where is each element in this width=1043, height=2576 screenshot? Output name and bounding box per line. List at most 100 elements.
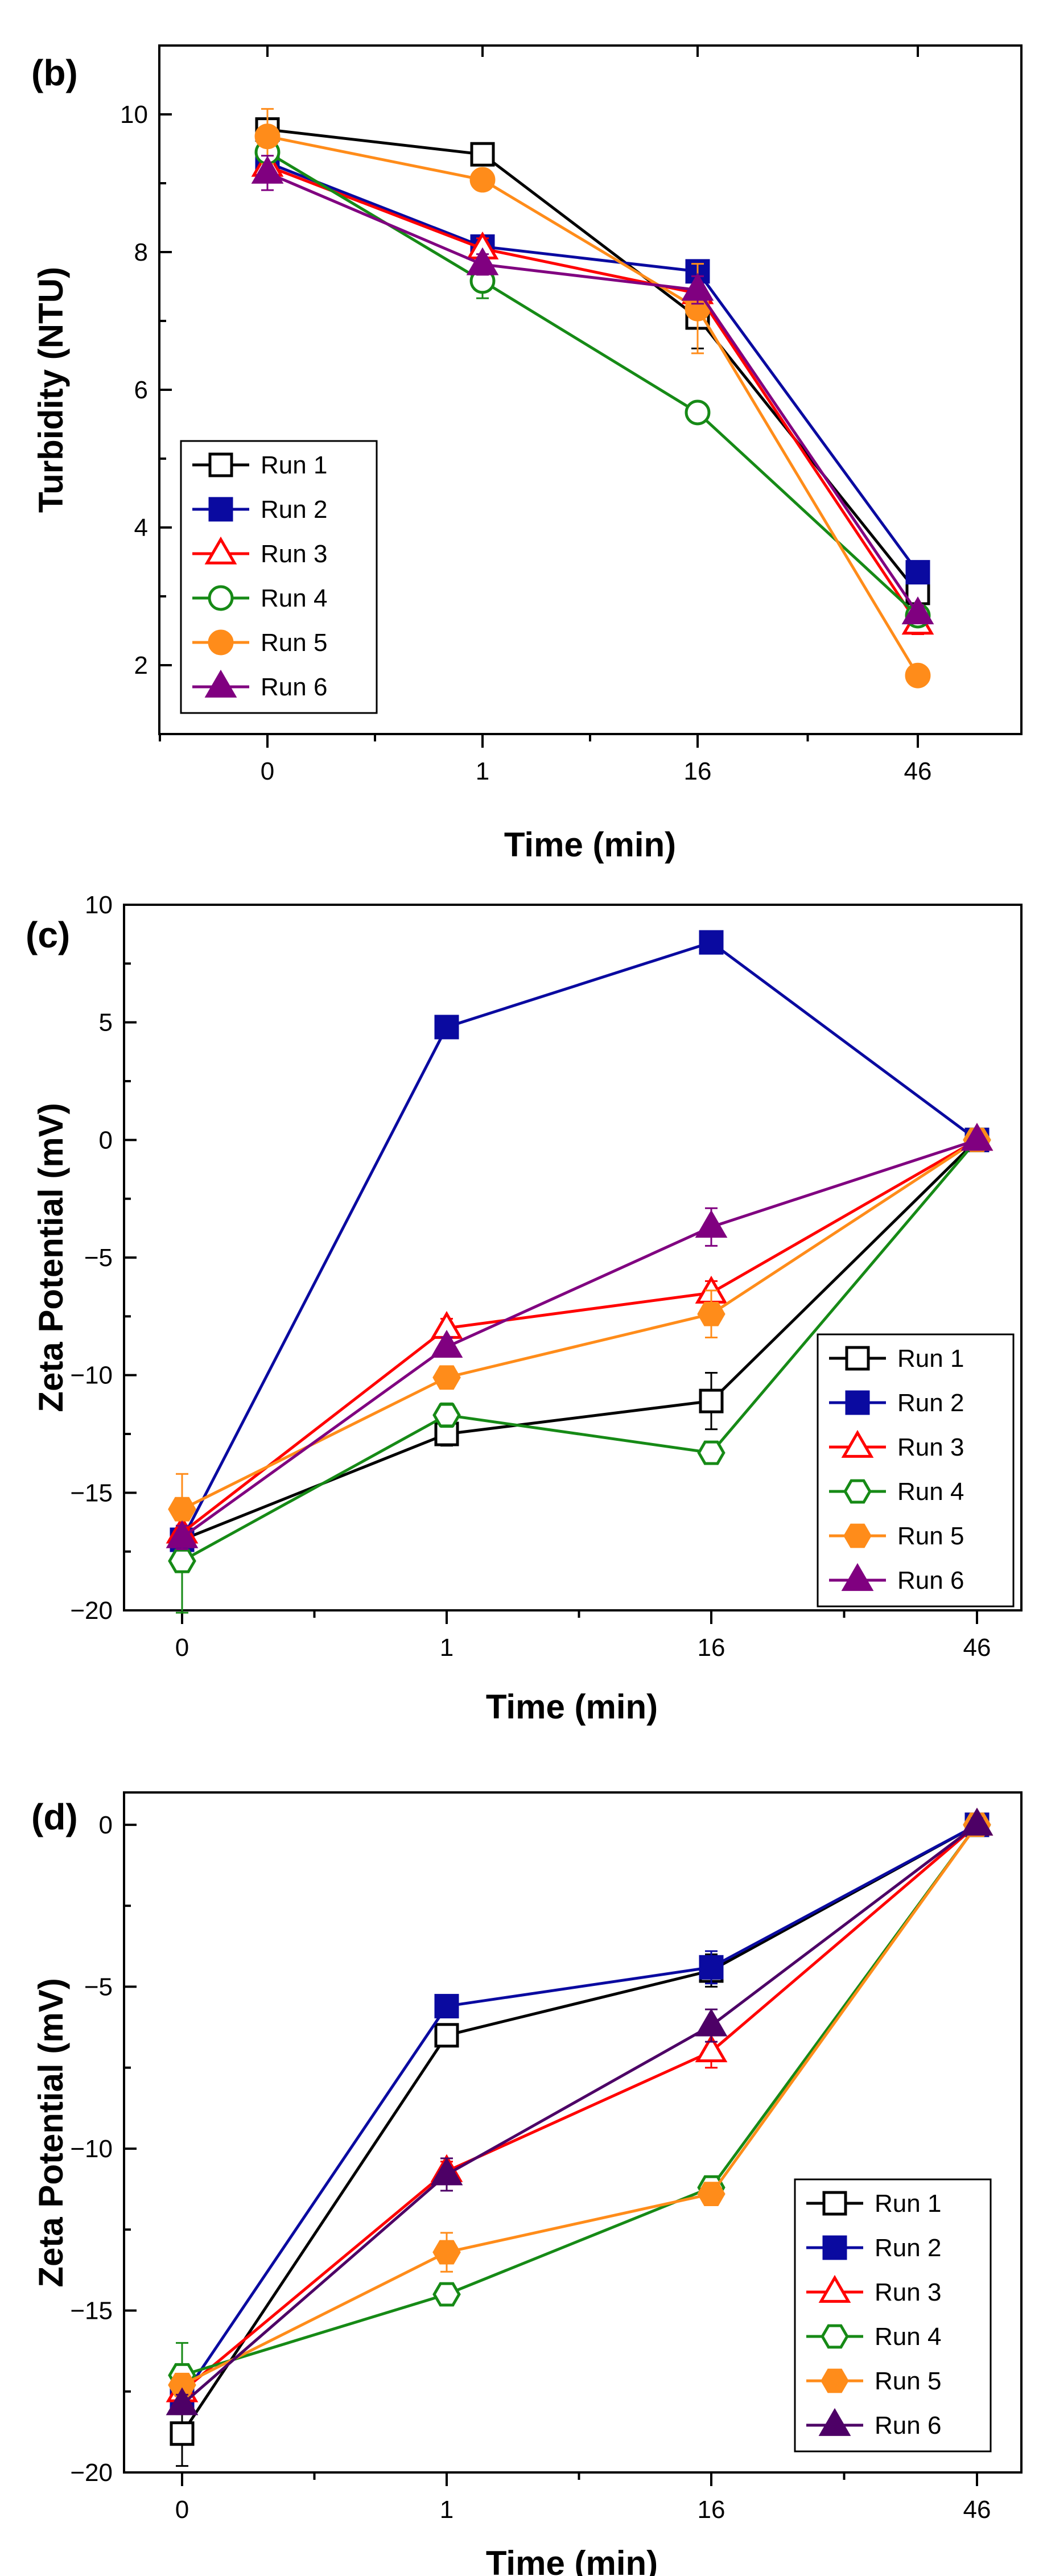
legend-marker <box>843 1523 872 1548</box>
data-point-run-1 <box>170 2421 195 2446</box>
y-tick-label: −20 <box>70 1597 113 1625</box>
data-point-run-1 <box>434 2023 459 2048</box>
x-tick-label: 1 <box>440 2496 454 2524</box>
legend-marker <box>821 2324 849 2349</box>
series-line-run-4 <box>182 1824 979 2377</box>
legend-label: Run 2 <box>261 496 327 524</box>
y-axis-label: Zeta Potential (mV) <box>32 1978 70 2287</box>
legend-label: Run 1 <box>875 2190 941 2218</box>
x-tick-label: 0 <box>261 757 274 785</box>
series-line-run-4 <box>181 1139 978 1563</box>
legend-marker <box>818 2408 851 2436</box>
legend-label: Run 6 <box>261 673 327 701</box>
data-point-run-6 <box>960 1123 993 1151</box>
data-point-run-2 <box>434 1994 459 2019</box>
data-series-group <box>166 1807 993 2467</box>
legend-marker <box>845 1390 870 1415</box>
data-point-run-5 <box>697 1301 725 1326</box>
legend-marker <box>845 1346 870 1371</box>
legend-marker <box>208 497 233 522</box>
data-point-run-1 <box>699 1388 724 1413</box>
x-axis-label: Time (min) <box>486 1688 658 1726</box>
data-point-run-4 <box>685 399 711 426</box>
legend-label: Run 3 <box>875 2278 941 2306</box>
legend-label: Run 5 <box>261 629 327 657</box>
legend-marker <box>208 629 234 656</box>
data-point-run-5 <box>432 2240 461 2265</box>
legend-label: Run 1 <box>261 451 327 479</box>
data-point-run-6 <box>166 2387 199 2416</box>
chart-panel-3: (d) −20 −15 −10 −5 0 0 1 16 46 Time (min) Zeta Pote… <box>31 1791 1023 2576</box>
y-tick-label: 6 <box>134 376 148 404</box>
legend-marker <box>821 2368 849 2393</box>
series-line-run-4 <box>266 151 919 617</box>
data-point-run-6 <box>166 1520 199 1548</box>
data-point-run-2 <box>434 1015 459 1040</box>
legend: Run 1 Run 2 Run 3 Run 4 Run 5 Run 6 <box>180 440 378 714</box>
data-point-run-6 <box>430 2157 463 2186</box>
chart-panel-2: (c) −20 −15 −10 −5 0 5 10 0 1 16 46 Time (min) Zeta P… <box>26 891 1023 1726</box>
legend-box <box>817 1333 1015 1608</box>
legend-marker <box>822 2235 847 2260</box>
legend-label: Run 6 <box>897 1567 964 1594</box>
data-point-run-6 <box>960 1807 993 1836</box>
legend-label: Run 2 <box>897 1389 964 1417</box>
y-tick-label: 2 <box>134 652 148 679</box>
legend-marker <box>208 452 233 477</box>
legend-label: Run 4 <box>875 2323 941 2351</box>
data-point-run-4 <box>432 1403 461 1428</box>
data-point-run-5 <box>254 123 281 150</box>
panel-label: (d) <box>31 1796 78 1837</box>
data-point-run-6 <box>681 273 714 301</box>
data-point-run-6 <box>695 1210 728 1238</box>
data-point-run-5 <box>469 167 496 193</box>
data-point-run-4 <box>432 2282 461 2307</box>
legend-box <box>794 2178 992 2453</box>
legend-label: Run 2 <box>875 2234 941 2262</box>
x-axis-label: Time (min) <box>504 826 676 864</box>
y-tick-label: −5 <box>84 1244 113 1272</box>
y-axis-label: Turbidity (NTU) <box>32 267 70 513</box>
y-tick-label: 8 <box>134 238 148 266</box>
x-tick-label: 0 <box>175 2496 189 2524</box>
legend-marker <box>204 536 237 564</box>
legend-label: Run 4 <box>897 1478 964 1506</box>
x-tick-label: 16 <box>684 757 712 785</box>
data-point-run-2 <box>699 1955 724 1980</box>
legend-box <box>180 440 378 714</box>
series-line-run-6 <box>181 1823 978 2406</box>
data-point-run-1 <box>470 142 495 167</box>
x-tick-label: 46 <box>904 757 932 785</box>
y-tick-label: −10 <box>70 1362 113 1390</box>
series-line-run-2 <box>180 1823 978 2399</box>
plot-frame <box>123 1791 1023 2474</box>
x-tick-label: 0 <box>175 1634 189 1662</box>
data-series-group <box>166 930 993 1614</box>
legend-marker <box>204 669 237 698</box>
x-tick-label: 16 <box>698 1634 725 1662</box>
y-tick-label: 4 <box>134 514 148 542</box>
legend-label: Run 6 <box>875 2412 941 2439</box>
series-line-run-6 <box>267 171 920 615</box>
legend-label: Run 3 <box>897 1433 964 1461</box>
series-line-run-5 <box>267 135 920 677</box>
y-tick-label: 0 <box>99 1811 113 1839</box>
legend-marker <box>843 1479 872 1504</box>
data-point-run-6 <box>466 247 499 275</box>
legend-marker <box>822 2191 847 2216</box>
series-line-run-3 <box>267 164 920 625</box>
data-point-run-5 <box>168 1497 196 1522</box>
series-line-run-6 <box>181 1138 978 1539</box>
series-line-run-2 <box>180 941 978 1541</box>
x-axis-label: Time (min) <box>486 2544 658 2576</box>
y-tick-label: −10 <box>70 2135 113 2163</box>
data-point-run-6 <box>901 596 934 625</box>
x-tick-label: 46 <box>963 2496 991 2524</box>
panel-label: (b) <box>31 52 78 93</box>
series-line-run-2 <box>267 161 920 574</box>
data-point-run-5 <box>432 1365 461 1390</box>
data-point-run-4 <box>697 1440 725 1465</box>
legend-marker <box>818 2274 851 2303</box>
x-tick-label: 16 <box>698 2496 725 2524</box>
